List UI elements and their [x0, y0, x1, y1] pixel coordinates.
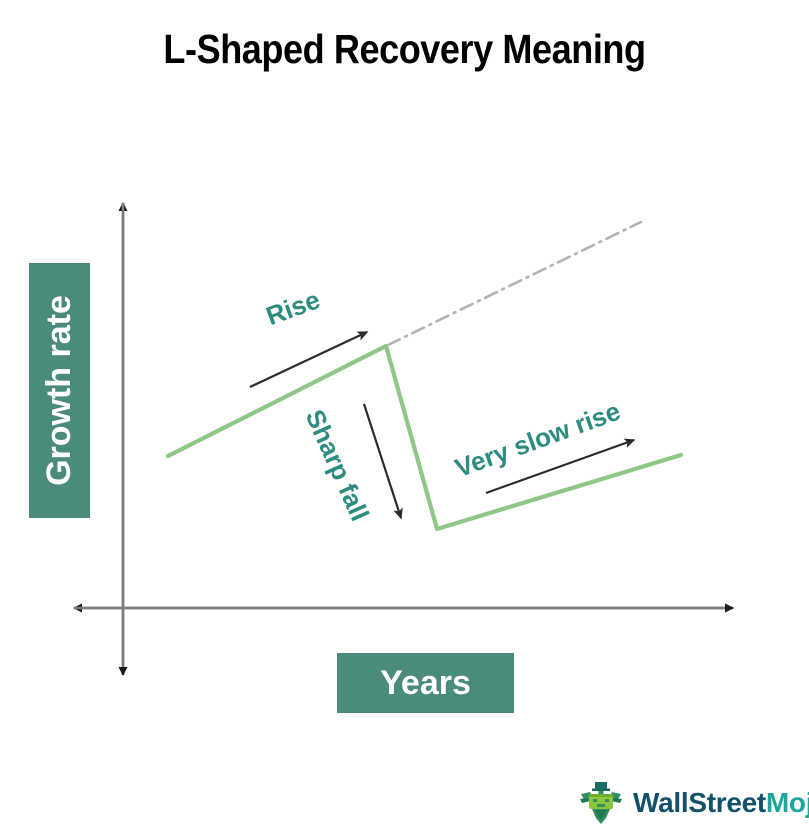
wallstreetmojo-logo: WallStreetMojo: [578, 780, 809, 826]
very-slow-rise-arrow: [485, 438, 636, 495]
logo-text-primary: WallStreet: [633, 787, 766, 818]
trend-continuation-line: [386, 220, 643, 347]
rise-arrow: [249, 331, 369, 388]
logo-text: WallStreetMojo: [633, 787, 809, 819]
y-axis-label: Growth rate: [29, 263, 90, 518]
recovery-curve: [165, 343, 684, 532]
x-axis-label: Years: [337, 653, 514, 713]
bull-mascot-icon: [580, 782, 622, 824]
sharp-fall-arrow: [362, 403, 403, 520]
page-title: L-Shaped Recovery Meaning: [163, 26, 646, 72]
y-axis-label-text: Growth rate: [40, 295, 78, 486]
logo-text-accent: Mojo: [765, 787, 809, 818]
x-axis-label-text: Years: [380, 663, 471, 702]
